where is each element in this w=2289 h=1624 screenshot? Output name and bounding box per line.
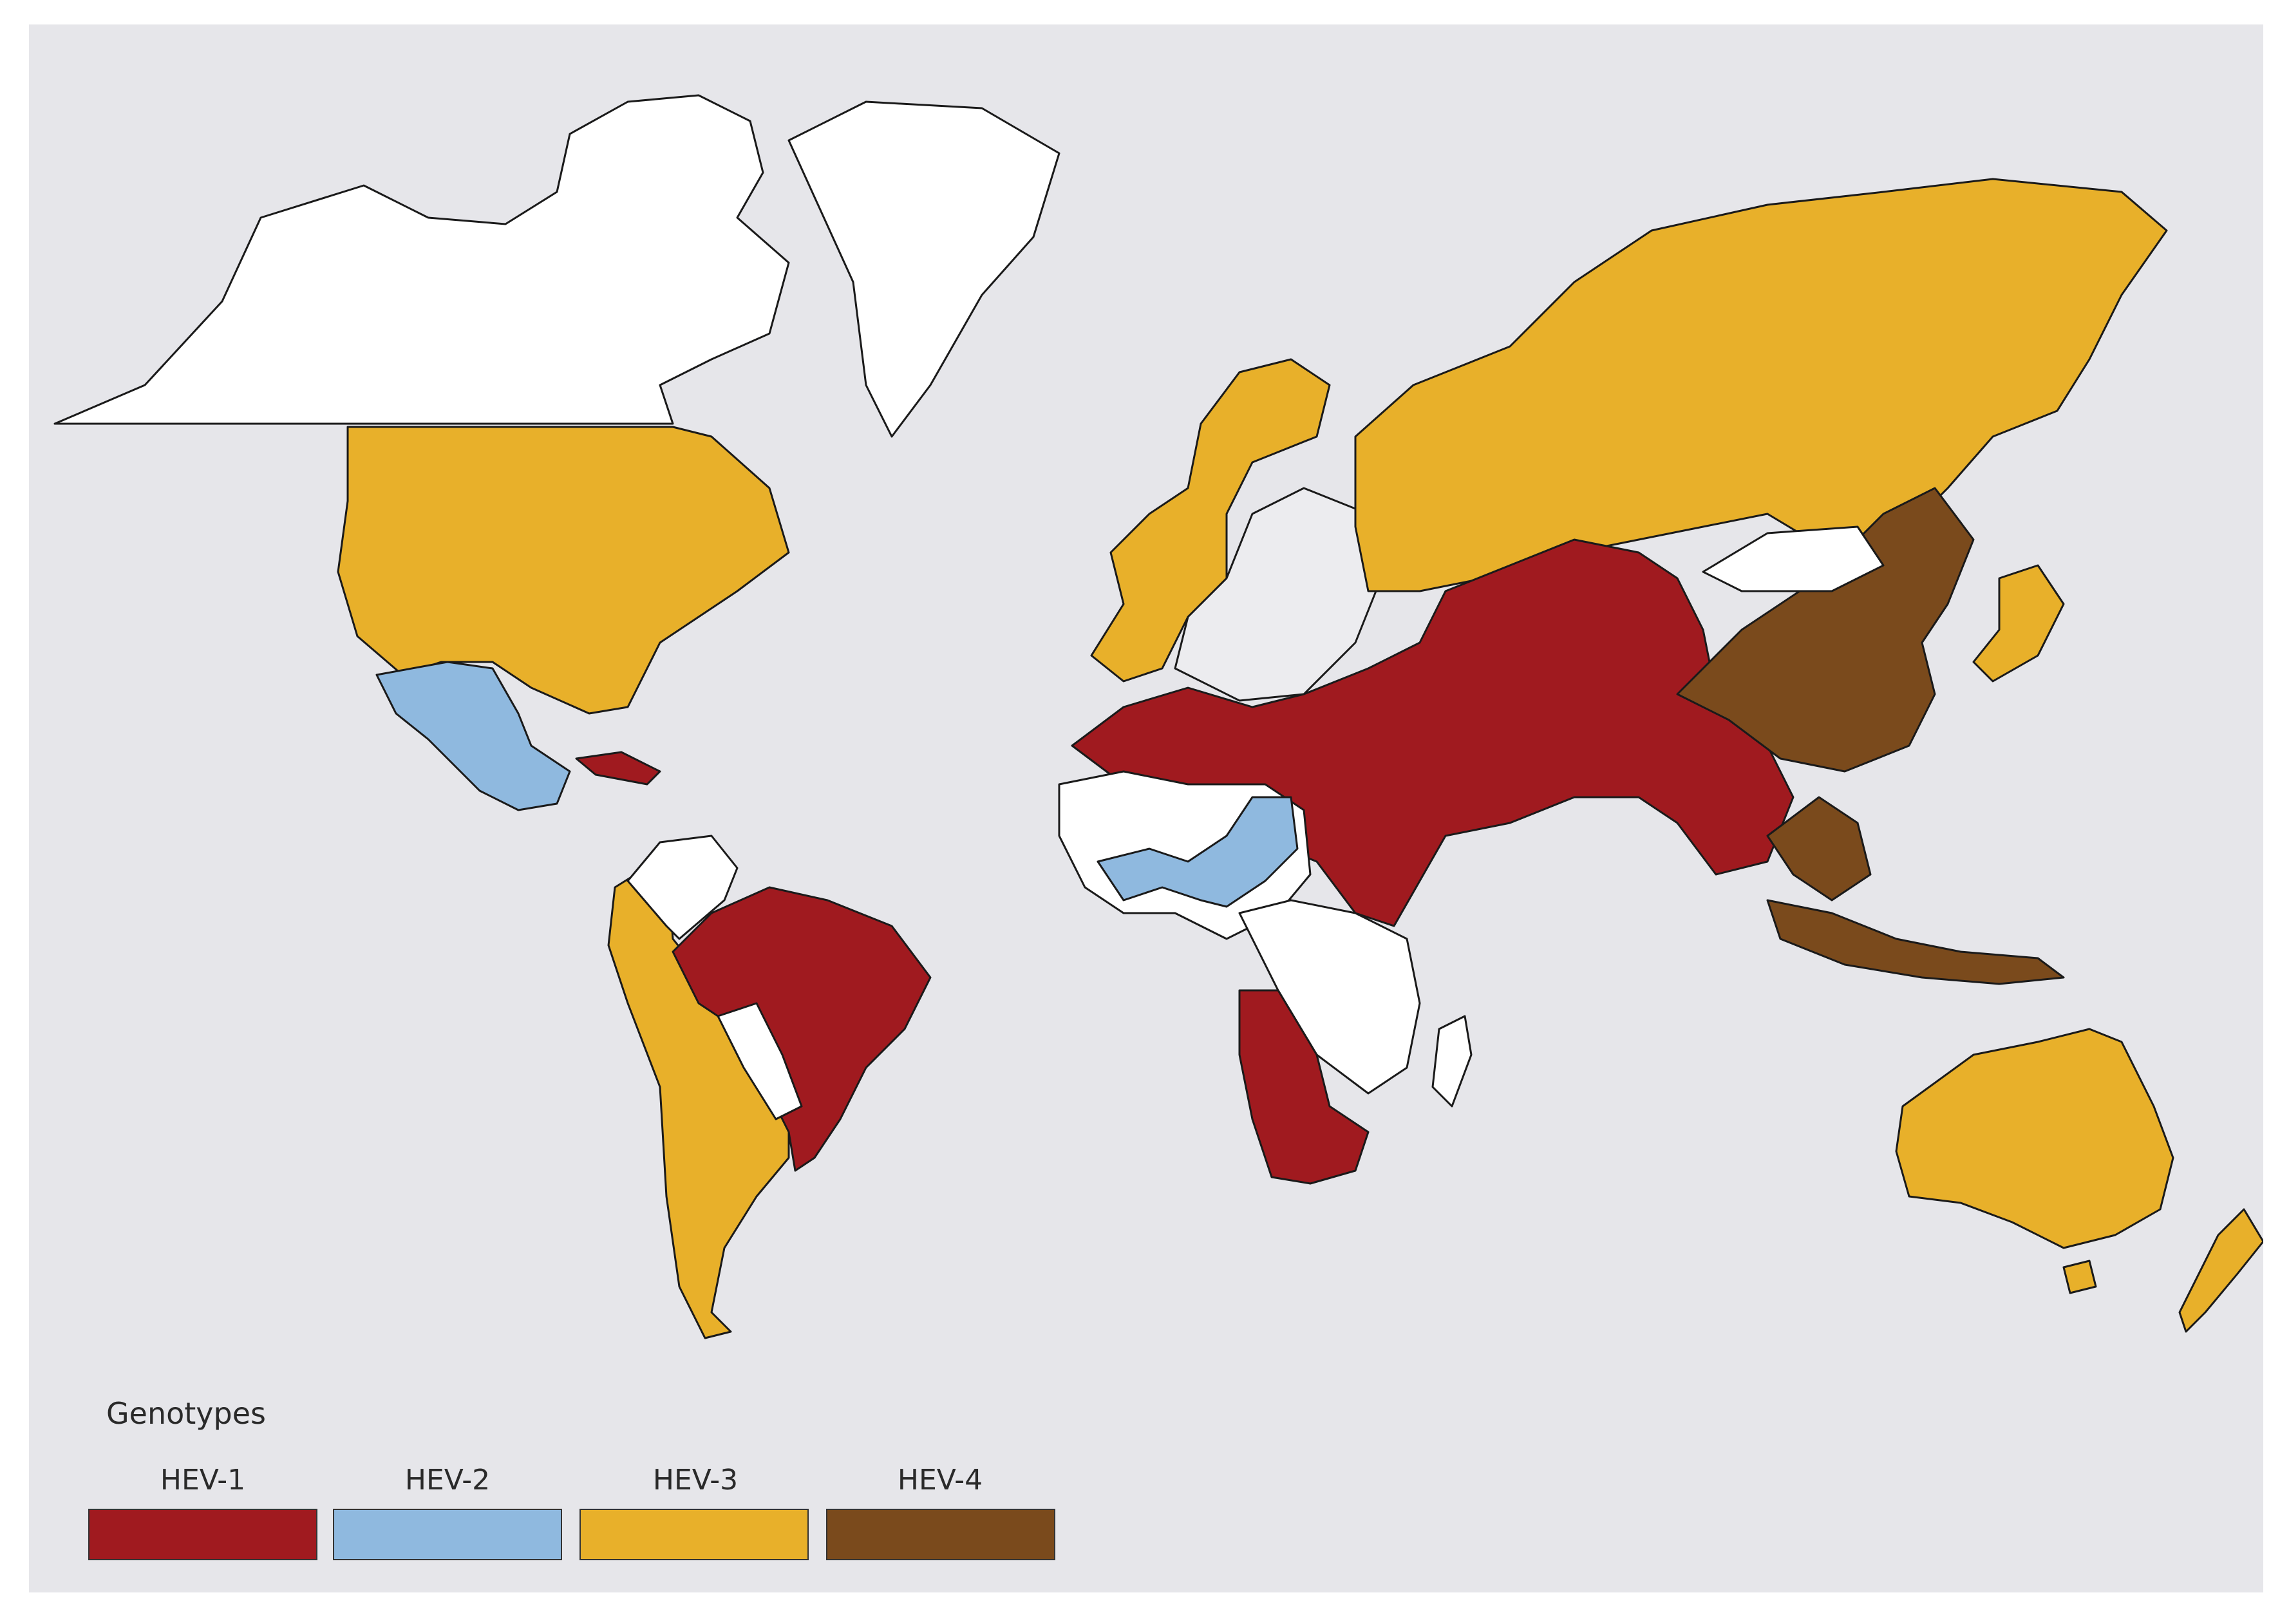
legend-label-hev3: HEV-3 (652, 1464, 739, 1497)
legend-swatch-hev1 (88, 1509, 317, 1560)
legend-title: Genotypes (106, 1396, 266, 1431)
region-new-zealand (2178, 1208, 2263, 1333)
region-west-africa-hev2 (1097, 796, 1299, 908)
region-australia (1895, 1028, 2174, 1249)
world-map (53, 94, 2263, 1339)
region-southeast-asia (1766, 796, 1872, 902)
region-europe-west (1090, 358, 1331, 683)
map-frame: Genotypes HEV-1 HEV-2 HEV-3 HEV-4 (29, 24, 2263, 1592)
region-south-america-north (626, 835, 739, 940)
region-alaska-canada-north (53, 94, 790, 425)
region-mongolia (1702, 525, 1885, 592)
legend-swatch-hev2 (333, 1509, 562, 1560)
region-south-america-central (717, 1002, 803, 1120)
region-cuba (575, 751, 661, 786)
legend-label-hev4: HEV-4 (897, 1464, 983, 1497)
region-tasmania (2062, 1260, 2097, 1294)
region-southern-africa (1238, 989, 1370, 1185)
region-mexico (375, 661, 571, 811)
legend-label-hev2: HEV-2 (404, 1464, 491, 1497)
legend-label-hev1: HEV-1 (160, 1464, 246, 1497)
legend-swatch-hev4 (826, 1509, 1055, 1560)
region-madagascar (1431, 1015, 1473, 1108)
region-greenland (787, 100, 1060, 438)
legend-swatch-hev3 (579, 1509, 809, 1560)
region-japan (1972, 564, 2065, 683)
region-indonesia (1766, 899, 2065, 985)
region-russia (1354, 178, 2168, 592)
region-usa-canada-south (337, 426, 790, 715)
